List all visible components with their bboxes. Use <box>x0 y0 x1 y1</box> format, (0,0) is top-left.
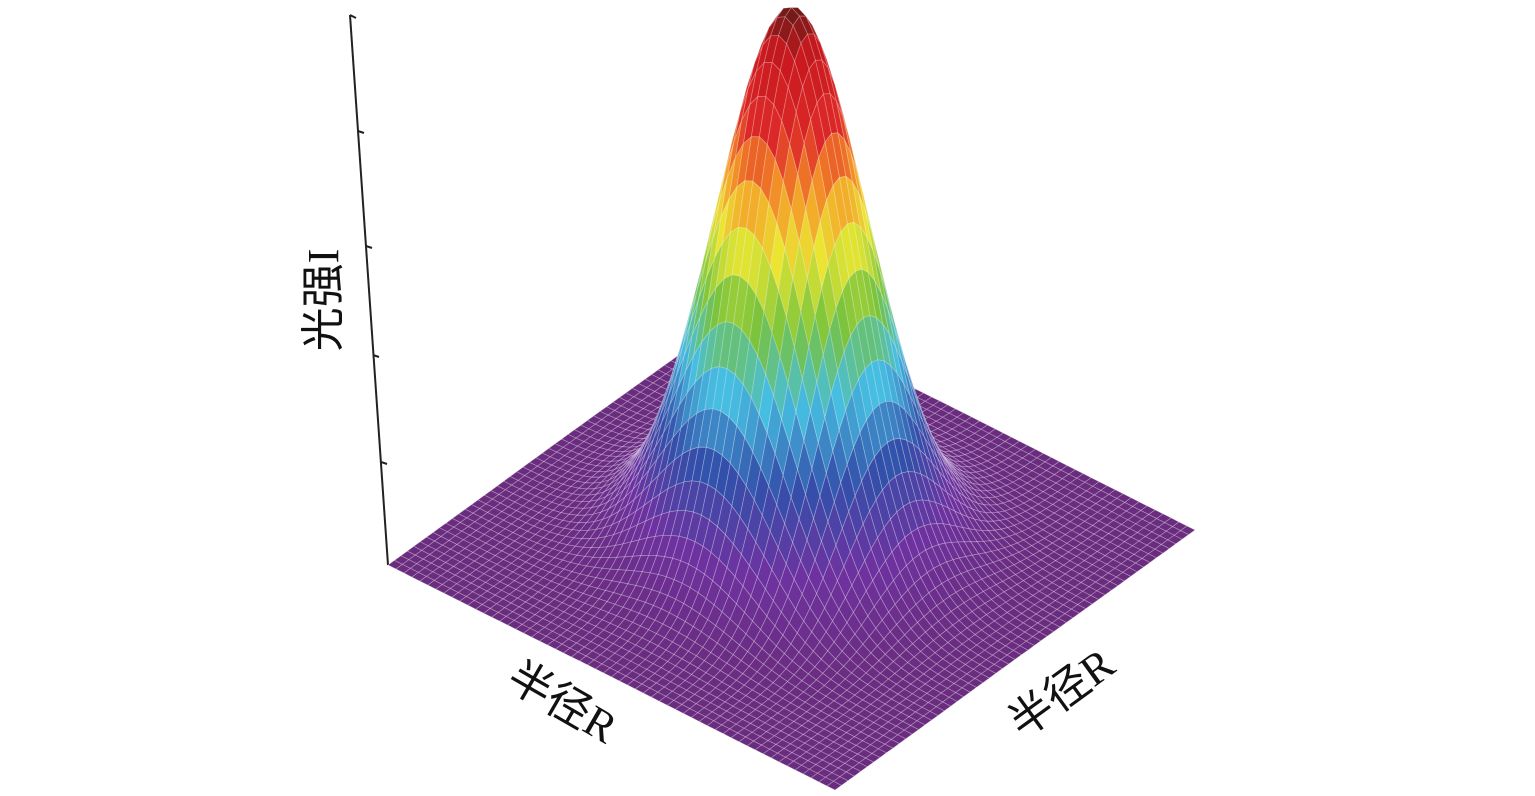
surface-patch <box>1096 585 1113 596</box>
surface-patch <box>1057 613 1074 623</box>
surface-patch <box>1083 594 1100 605</box>
surface-patch <box>1038 627 1055 637</box>
surface-patch <box>1089 590 1106 600</box>
surface-patch <box>1160 539 1177 550</box>
surface-patch <box>896 729 913 740</box>
surface-patch <box>1012 645 1029 656</box>
surface-patch <box>922 710 939 721</box>
surface-patch <box>974 673 991 684</box>
surface-patch <box>999 654 1016 665</box>
z-axis-label: 光强I <box>299 249 348 352</box>
surface-patch <box>980 668 997 679</box>
surface-patch <box>826 780 843 791</box>
surface-patch <box>1076 599 1093 610</box>
z-axis <box>349 14 389 566</box>
surface-patch <box>1128 562 1145 573</box>
surface-patch <box>941 696 958 707</box>
surface <box>387 6 1196 791</box>
axes <box>349 14 389 566</box>
surface-patch <box>954 687 971 698</box>
surface-patch <box>1051 617 1068 628</box>
surface-patch <box>1025 636 1042 646</box>
surface-patch <box>1102 581 1119 591</box>
axis-tick <box>372 354 380 358</box>
surface-patch <box>967 678 984 688</box>
surface-patch <box>1019 640 1036 651</box>
surface-patch <box>1031 631 1048 642</box>
surface-patch <box>948 692 965 702</box>
surface-patch <box>1070 604 1087 614</box>
axis-tick <box>365 245 373 249</box>
axis-tick <box>380 461 388 465</box>
surface-patch <box>1109 576 1126 587</box>
surface-patch <box>832 776 849 786</box>
surface-patch <box>1173 530 1190 540</box>
surface-patch <box>935 701 952 712</box>
surface-patch <box>916 715 933 726</box>
axis-tick <box>349 14 357 19</box>
surface-patch <box>1064 608 1081 619</box>
surface-patch <box>993 659 1010 670</box>
surface-patch <box>1044 622 1061 633</box>
axis-tick <box>357 130 365 134</box>
